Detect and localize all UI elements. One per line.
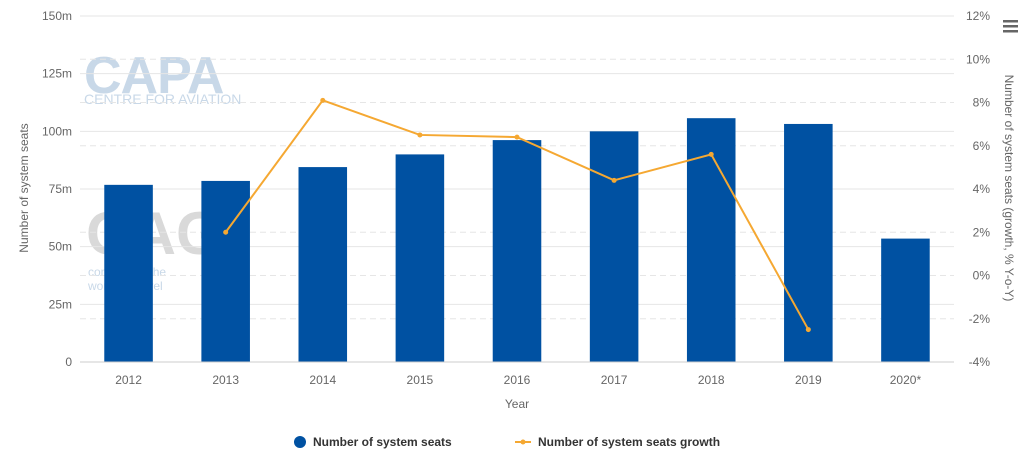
growth-point-2017[interactable] [611,177,617,183]
y2-tick-label: 4% [973,182,991,196]
x-tick-label: 2019 [795,373,822,387]
bar-2017[interactable] [589,131,639,362]
y2-tick-label: -4% [969,355,991,369]
x-tick-label: 2013 [212,373,239,387]
legend: Number of system seats Number of system … [294,435,720,449]
y2-tick-label: 8% [973,96,991,110]
y-tick-label: 100m [42,124,72,138]
bar-2019[interactable] [784,123,833,363]
growth-point-2015[interactable] [417,132,423,138]
growth-point-2013[interactable] [223,229,229,235]
y2-tick-label: 12% [966,9,990,23]
bar-2020*[interactable] [881,238,930,362]
x-tick-label: 2017 [601,373,628,387]
y2-tick-label: 6% [973,139,991,153]
y2-tick-label: -2% [969,312,991,326]
x-tick-label: 2018 [698,373,725,387]
legend-item-seats[interactable]: Number of system seats [294,435,452,449]
x-axis-title: Year [505,397,529,411]
legend-marker-bar [294,436,306,448]
right-axis-title: Number of system seats (growth, % Y-o-Y) [1002,75,1016,302]
hamburger-menu-icon[interactable] [1003,20,1018,33]
growth-point-2018[interactable] [708,151,714,157]
line-series [223,97,811,333]
y-tick-label: 75m [49,182,72,196]
right-axis-ticks: -4% -2% 0% 2% 4% 6% 8% 10% 12% [966,9,990,369]
x-tick-label: 2015 [407,373,434,387]
growth-point-2014[interactable] [320,97,326,103]
x-tick-label: 2012 [115,373,142,387]
left-axis-ticks: 0 25m 50m 75m 100m 125m 150m [42,9,72,369]
left-axis-title: Number of system seats [17,123,31,252]
x-tick-label: 2014 [309,373,336,387]
bar-2012[interactable] [104,184,153,362]
growth-point-2016[interactable] [514,134,520,140]
y-tick-label: 125m [42,67,72,81]
bar-2016[interactable] [492,140,542,362]
x-tick-label: 2016 [504,373,531,387]
y-tick-label: 50m [49,240,72,254]
y2-tick-label: 2% [973,225,991,239]
bar-2015[interactable] [395,154,445,362]
capa-watermark-subtext: CENTRE FOR AVIATION [84,91,241,107]
x-axis-ticks: 2012 2013 2014 2015 2016 2017 2018 2019 2020* [115,373,921,387]
legend-label-growth: Number of system seats growth [538,435,720,449]
capa-watermark-logo: CAPA [84,47,224,105]
legend-label-seats: Number of system seats [313,435,452,449]
y2-tick-label: 10% [966,52,990,66]
legend-item-growth[interactable]: Number of system seats growth [515,435,720,449]
y-tick-label: 0 [65,355,72,369]
y-tick-label: 150m [42,9,72,23]
y-tick-label: 25m [49,297,72,311]
y2-tick-label: 0% [973,269,991,283]
growth-point-2019[interactable] [805,327,811,333]
bar-2014[interactable] [298,167,348,362]
x-tick-label: 2020* [890,373,922,387]
legend-marker-dot [520,439,526,445]
